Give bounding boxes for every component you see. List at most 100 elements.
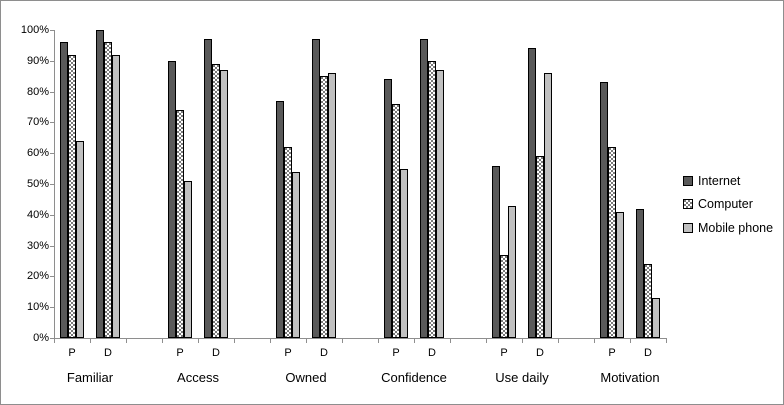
bar-familiar-p-computer — [68, 55, 76, 338]
bar-group-confidence-p — [378, 30, 414, 338]
legend-swatch-internet — [683, 175, 693, 186]
bar-access-p-computer — [176, 110, 184, 338]
bar-group-familiar-d — [90, 30, 126, 338]
bar-access-d-mobile-phone — [220, 70, 228, 338]
y-axis-tick — [50, 338, 54, 339]
legend-item-computer: Computer — [683, 193, 773, 217]
bar-group-owned-p — [270, 30, 306, 338]
x-axis-tick — [522, 339, 523, 343]
legend-label-internet: Internet — [698, 173, 741, 188]
bar-group-use-daily-p — [486, 30, 522, 338]
x-axis-tick — [90, 339, 91, 343]
y-axis-label: 40% — [26, 209, 49, 221]
bar-use-daily-d-computer — [536, 156, 544, 338]
y-axis-tick — [50, 61, 54, 62]
bar-owned-p-computer — [284, 147, 292, 338]
x-axis-tick — [630, 339, 631, 343]
x-axis-tick — [198, 339, 199, 343]
bar-group-access-d — [198, 30, 234, 338]
x-axis-tick — [234, 339, 235, 343]
x-axis-tick — [162, 339, 163, 343]
bar-confidence-p-mobile-phone — [400, 169, 408, 338]
bar-use-daily-d-mobile-phone — [544, 73, 552, 338]
bar-use-daily-p-computer — [500, 255, 508, 338]
bar-access-d-internet — [204, 39, 212, 338]
bar-access-d-computer — [212, 64, 220, 338]
x-subgroup-label-confidence-p: P — [392, 347, 400, 359]
y-axis-tick — [50, 92, 54, 93]
y-axis-label: 80% — [26, 86, 49, 98]
x-axis-tick — [450, 339, 451, 343]
legend-swatch-computer — [683, 199, 693, 210]
bar-confidence-p-internet — [384, 79, 392, 338]
bar-access-p-internet — [168, 61, 176, 338]
x-subgroup-label-access-d: D — [212, 347, 220, 359]
x-subgroup-label-owned-d: D — [320, 347, 328, 359]
x-axis-tick — [54, 339, 55, 343]
x-axis-line — [54, 338, 667, 339]
y-axis-tick — [50, 184, 54, 185]
bar-owned-d-internet — [312, 39, 320, 338]
x-subgroup-label-confidence-d: D — [428, 347, 436, 359]
x-subgroup-label-motivation-d: D — [644, 347, 652, 359]
x-subgroup-label-familiar-d: D — [104, 347, 112, 359]
y-axis-label: 10% — [26, 301, 49, 313]
x-axis-tick — [342, 339, 343, 343]
bar-group-owned-d — [306, 30, 342, 338]
bar-owned-p-mobile-phone — [292, 172, 300, 338]
bar-motivation-d-computer — [644, 264, 652, 338]
bar-familiar-d-internet — [96, 30, 104, 338]
bar-owned-p-internet — [276, 101, 284, 338]
x-subgroup-label-use-daily-p: P — [500, 347, 508, 359]
y-axis-label: 70% — [26, 116, 49, 128]
x-axis-tick — [270, 339, 271, 343]
bar-familiar-d-mobile-phone — [112, 55, 120, 338]
x-category-label-motivation: Motivation — [600, 370, 660, 385]
x-subgroup-label-access-p: P — [176, 347, 184, 359]
x-subgroup-label-familiar-p: P — [68, 347, 76, 359]
bar-group-motivation-p — [594, 30, 630, 338]
bar-use-daily-p-internet — [492, 166, 500, 338]
bar-confidence-p-computer — [392, 104, 400, 338]
y-axis-tick — [50, 122, 54, 123]
y-axis-tick — [50, 30, 54, 31]
bar-group-access-p — [162, 30, 198, 338]
x-axis-tick — [558, 339, 559, 343]
y-axis-line — [54, 30, 55, 339]
x-subgroup-label-use-daily-d: D — [536, 347, 544, 359]
bar-confidence-d-mobile-phone — [436, 70, 444, 338]
y-axis-label: 90% — [26, 55, 49, 67]
bar-motivation-p-internet — [600, 82, 608, 338]
x-category-label-access: Access — [177, 370, 219, 385]
x-category-label-owned: Owned — [285, 370, 327, 385]
legend: Internet Computer Mobile phone — [683, 169, 773, 240]
x-axis-tick — [414, 339, 415, 343]
bar-group-use-daily-d — [522, 30, 558, 338]
bar-owned-d-mobile-phone — [328, 73, 336, 338]
x-axis-tick — [666, 339, 667, 343]
legend-swatch-mobile-phone — [683, 222, 693, 233]
y-axis-label: 60% — [26, 147, 49, 159]
bar-group-familiar-p — [54, 30, 90, 338]
legend-item-internet: Internet — [683, 169, 773, 193]
bar-group-motivation-d — [630, 30, 666, 338]
y-axis-label: 0% — [33, 332, 49, 344]
y-axis-label: 100% — [20, 24, 49, 36]
bar-familiar-d-computer — [104, 42, 112, 338]
x-category-label-confidence: Confidence — [381, 370, 447, 385]
y-axis-tick — [50, 246, 54, 247]
x-category-label-use-daily: Use daily — [495, 370, 549, 385]
x-category-label-familiar: Familiar — [66, 370, 114, 385]
bar-group-confidence-d — [414, 30, 450, 338]
x-subgroup-label-owned-p: P — [284, 347, 292, 359]
legend-item-mobile-phone: Mobile phone — [683, 216, 773, 240]
bar-motivation-p-mobile-phone — [616, 212, 624, 338]
legend-label-mobile-phone: Mobile phone — [698, 220, 774, 235]
x-axis-tick — [594, 339, 595, 343]
x-axis-tick — [486, 339, 487, 343]
y-axis-label: 30% — [26, 240, 49, 252]
bar-access-p-mobile-phone — [184, 181, 192, 338]
y-axis-label: 50% — [26, 178, 49, 190]
bar-familiar-p-mobile-phone — [76, 141, 84, 338]
